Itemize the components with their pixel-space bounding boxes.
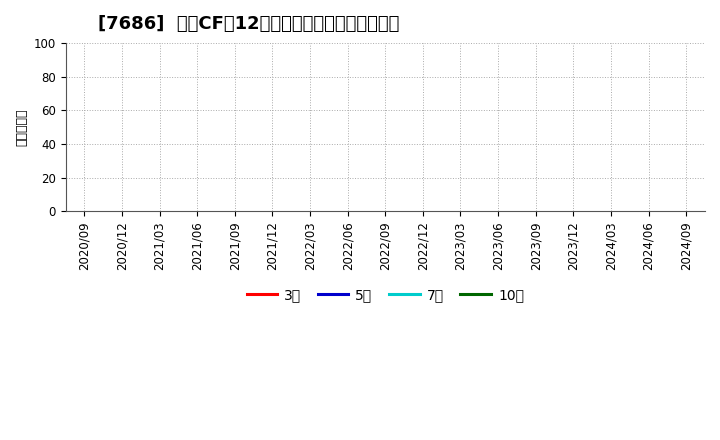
Legend: 3年, 5年, 7年, 10年: 3年, 5年, 7年, 10年 bbox=[241, 282, 529, 308]
Y-axis label: （百万円）: （百万円） bbox=[15, 108, 28, 146]
Text: [7686]  投資CFの12か月移動合計の平均値の推移: [7686] 投資CFの12か月移動合計の平均値の推移 bbox=[97, 15, 399, 33]
